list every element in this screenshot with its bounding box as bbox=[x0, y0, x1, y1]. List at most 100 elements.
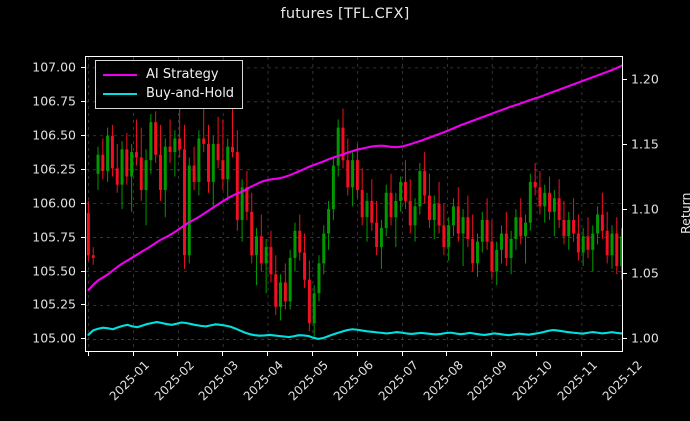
y-axis-left-tickmark bbox=[81, 66, 85, 68]
y-axis-left-tick: 106.50 bbox=[32, 127, 76, 143]
candle-body bbox=[504, 233, 508, 258]
candle-body bbox=[572, 219, 576, 234]
candle-body bbox=[461, 217, 465, 234]
candle-body bbox=[418, 171, 422, 207]
candle-body bbox=[471, 238, 475, 264]
candle-body bbox=[581, 236, 585, 253]
x-axis-tickmark bbox=[580, 352, 582, 356]
candle-body bbox=[495, 249, 499, 272]
y-axis-left-tick: 105.00 bbox=[32, 330, 76, 346]
line-series-ai-strategy bbox=[87, 64, 622, 292]
candle-body bbox=[399, 181, 403, 201]
x-axis-tick: 2025-09 bbox=[465, 358, 511, 404]
candle-body bbox=[355, 160, 359, 191]
y-axis-right-tick: 1.15 bbox=[631, 136, 659, 152]
x-axis-tick: 2025-03 bbox=[196, 358, 242, 404]
x-axis-tickmark bbox=[356, 352, 358, 356]
x-axis-tickmark bbox=[401, 352, 403, 356]
candle-body bbox=[331, 165, 335, 210]
chart-legend[interactable]: AI Strategy Buy-and-Hold bbox=[95, 60, 244, 109]
candle-body bbox=[476, 241, 479, 264]
candle-body bbox=[341, 127, 345, 161]
legend-item-ai-strategy[interactable]: AI Strategy bbox=[103, 65, 234, 84]
y-axis-left-tick: 106.00 bbox=[32, 195, 76, 211]
y-axis-left-tick: 105.50 bbox=[32, 263, 76, 279]
candle-body bbox=[91, 255, 95, 258]
candle-body bbox=[408, 200, 412, 226]
line-series-buy-and-hold bbox=[87, 320, 622, 340]
x-axis-tick: 2025-07 bbox=[375, 358, 421, 404]
candle-body bbox=[110, 135, 114, 169]
candle-body bbox=[130, 152, 134, 177]
candle-body bbox=[96, 154, 100, 174]
y-axis-right-tickmark bbox=[623, 273, 627, 275]
candle-body bbox=[557, 198, 561, 220]
candle-body bbox=[480, 219, 484, 242]
y-axis-left-tickmark bbox=[81, 304, 85, 306]
candle-body bbox=[120, 149, 124, 185]
y-axis-left-tick: 106.75 bbox=[32, 93, 76, 109]
x-axis-tickmark bbox=[177, 352, 179, 356]
candle-body bbox=[197, 138, 201, 182]
y-axis-left-tickmark bbox=[81, 202, 85, 204]
x-axis-tickmark bbox=[446, 352, 448, 356]
legend-item-buy-and-hold[interactable]: Buy-and-Hold bbox=[103, 84, 234, 103]
candle-body bbox=[240, 187, 244, 220]
candle-body bbox=[360, 190, 364, 218]
y-axis-left-tickmark bbox=[81, 270, 85, 272]
candle-body bbox=[413, 206, 417, 226]
candle-body bbox=[432, 203, 436, 220]
candle-body bbox=[283, 282, 287, 302]
candle-body bbox=[125, 149, 129, 177]
candle-body bbox=[610, 233, 614, 256]
candle-body bbox=[245, 187, 249, 212]
candle-body bbox=[442, 225, 446, 248]
y-axis-left-tickmark bbox=[81, 338, 85, 340]
candle-body bbox=[490, 241, 494, 272]
chart-title: futures [TFL.CFX] bbox=[280, 6, 410, 22]
candle-body bbox=[365, 200, 369, 218]
plot-svg-wrapper bbox=[86, 57, 622, 351]
x-axis-tickmark bbox=[267, 352, 269, 356]
y-axis-right-tick: 1.10 bbox=[631, 201, 659, 217]
candle-body bbox=[451, 206, 455, 226]
candle-body bbox=[307, 279, 311, 324]
candle-body bbox=[567, 219, 571, 237]
y-axis-left-label: Price bbox=[0, 173, 3, 205]
legend-swatch bbox=[103, 73, 137, 76]
y-axis-right-tickmark bbox=[623, 78, 627, 80]
candle-body bbox=[370, 200, 374, 223]
candle-body bbox=[615, 233, 619, 267]
candle-body bbox=[394, 200, 398, 218]
legend-label: Buy-and-Hold bbox=[146, 86, 235, 101]
candle-body bbox=[269, 247, 273, 275]
legend-swatch bbox=[103, 92, 137, 95]
candle-body bbox=[447, 225, 451, 248]
candle-body bbox=[576, 233, 580, 253]
candle-body bbox=[216, 143, 220, 161]
grid-lines bbox=[86, 57, 622, 351]
candle-body bbox=[139, 157, 143, 191]
legend-label: AI Strategy bbox=[146, 67, 219, 82]
candle-body bbox=[250, 211, 254, 256]
candle-body bbox=[500, 233, 503, 250]
candle-body bbox=[384, 192, 388, 229]
x-axis-tickmark bbox=[491, 352, 493, 356]
chart-plot bbox=[86, 57, 622, 351]
candle-body bbox=[322, 233, 326, 264]
candle-body bbox=[336, 127, 340, 166]
candle-body bbox=[351, 160, 355, 188]
candle-body bbox=[528, 181, 532, 223]
candle-body bbox=[456, 206, 460, 234]
candle-body bbox=[178, 138, 182, 150]
candle-body bbox=[182, 149, 186, 256]
candle-body bbox=[519, 217, 523, 237]
candle-body bbox=[288, 257, 292, 302]
candle-body bbox=[600, 214, 604, 231]
y-axis-right-tick: 1.20 bbox=[631, 71, 659, 87]
x-axis-tick: 2025-05 bbox=[285, 358, 332, 404]
x-axis-tickmark bbox=[132, 352, 134, 356]
x-axis-tick: 2025-04 bbox=[240, 358, 287, 404]
candle-body bbox=[293, 230, 297, 258]
candle-body bbox=[596, 214, 600, 234]
